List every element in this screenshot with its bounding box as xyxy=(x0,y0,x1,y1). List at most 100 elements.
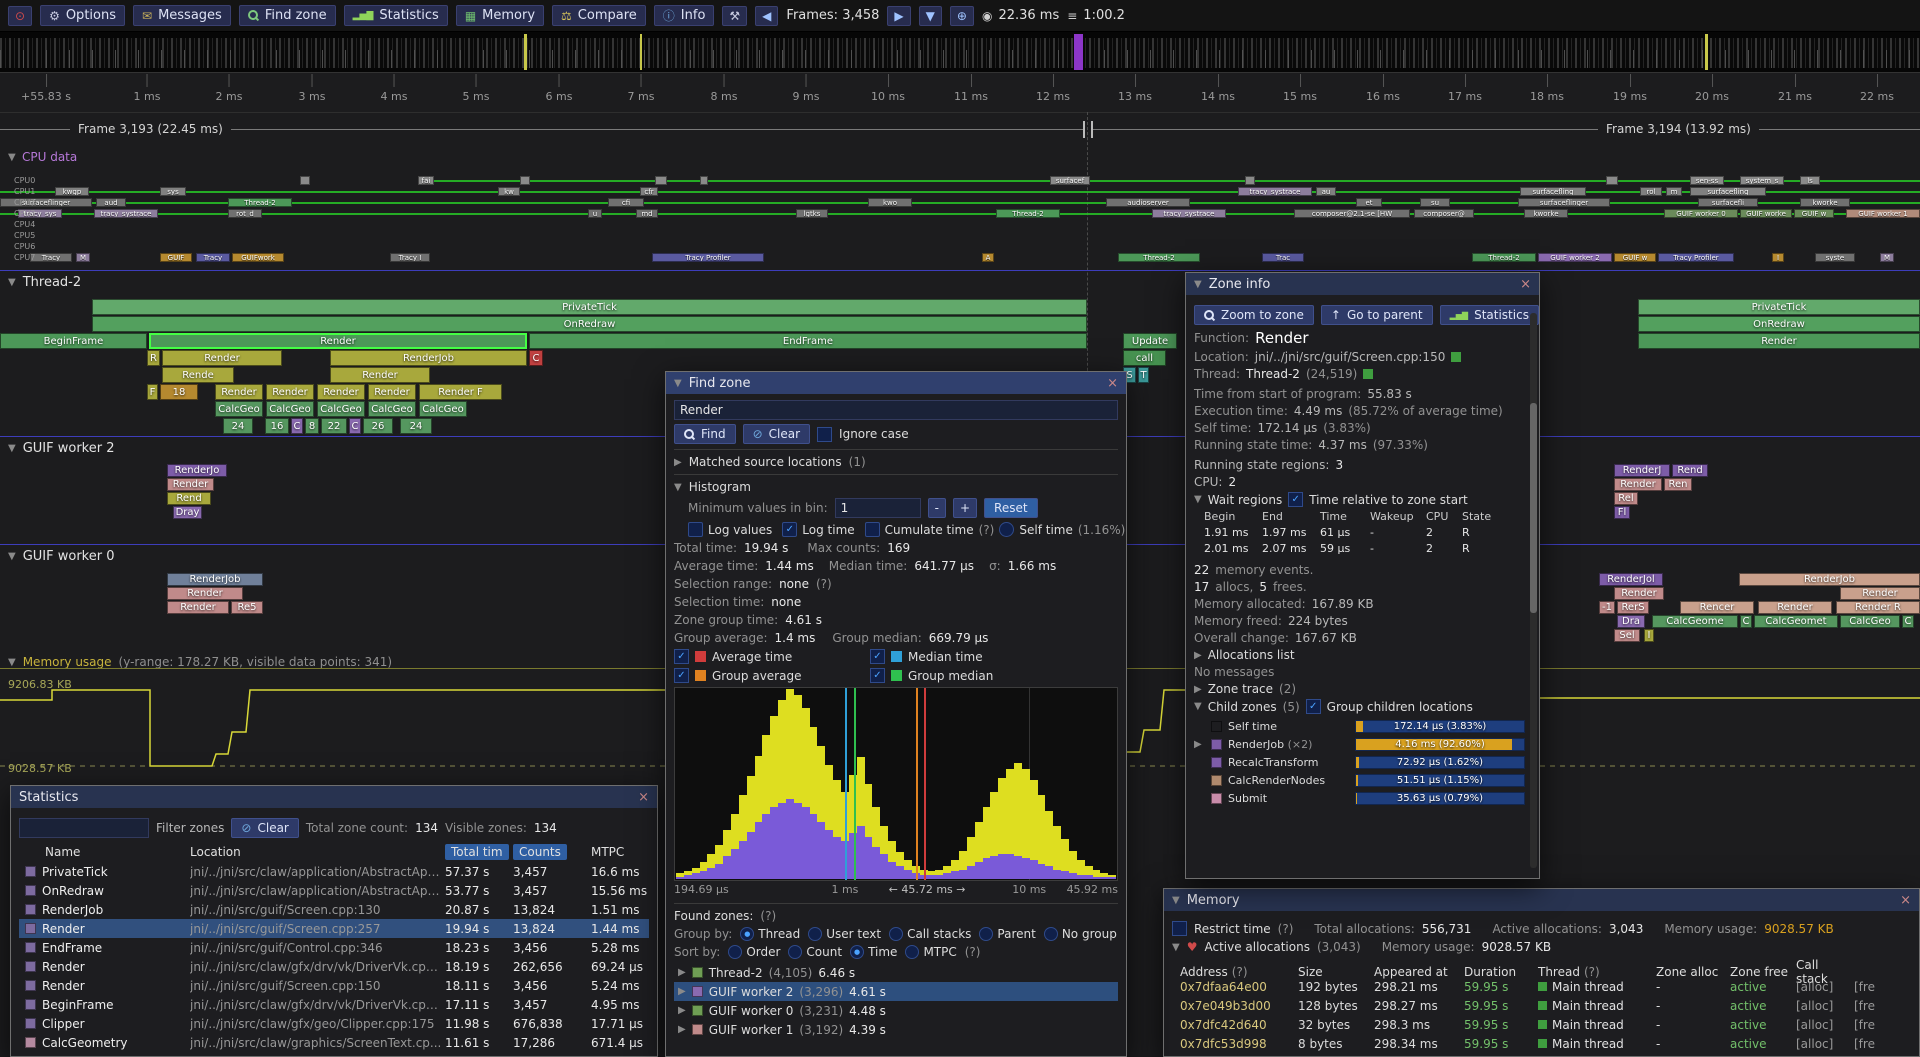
histogram-collapse-icon[interactable]: ▼ xyxy=(674,481,682,493)
option-checkbox[interactable] xyxy=(999,522,1015,537)
timeline-zone[interactable]: 24 xyxy=(223,418,253,434)
active-allocations-section[interactable]: Active allocations xyxy=(1204,940,1310,954)
timeline-zone[interactable]: PrivateTick xyxy=(92,299,1087,315)
timeline-zone[interactable]: Render xyxy=(167,587,243,600)
timeline-zone[interactable]: Render xyxy=(266,384,314,400)
timeline-zone[interactable]: T xyxy=(1138,367,1149,383)
timeline-zone[interactable]: Render xyxy=(162,350,282,366)
cpu-zone[interactable]: kw xyxy=(498,187,520,196)
thread-chip[interactable] xyxy=(1363,369,1374,379)
cpu-zone[interactable]: surfaceflinger xyxy=(0,198,92,207)
cpu-zone[interactable]: su xyxy=(1420,198,1450,207)
cpu-zone[interactable]: md xyxy=(636,209,658,218)
cpu-zone[interactable]: Tracy I xyxy=(390,253,430,262)
min-bin-decrease-button[interactable]: - xyxy=(927,498,946,518)
timeline-zone[interactable]: CalcGeo xyxy=(215,401,263,417)
timeline-zone[interactable]: CalcGeo xyxy=(317,401,365,417)
find-zone-button[interactable]: Find zone xyxy=(238,5,336,26)
group-by-radio[interactable] xyxy=(1043,927,1058,941)
timeline-zone[interactable]: OnRedraw xyxy=(92,316,1087,332)
timeline-zone[interactable]: CalcGeome xyxy=(1652,615,1738,628)
cpu-zone[interactable]: A xyxy=(982,253,994,262)
expand-icon[interactable]: ▶ xyxy=(1194,738,1202,750)
timeline-zone[interactable]: Render xyxy=(317,384,365,400)
memory-usage-collapse-icon[interactable]: ▼ xyxy=(8,656,16,668)
cpu-zone[interactable]: Trac xyxy=(1262,253,1304,262)
timeline-zone[interactable]: Sel xyxy=(1614,629,1640,642)
frame-label[interactable]: Frame 3,193 (22.45 ms) xyxy=(70,122,231,136)
clear-button[interactable]: ⊘ Clear xyxy=(742,424,811,444)
alloc-address[interactable]: 0x7dfc53d998 xyxy=(1180,1036,1267,1051)
timeline-zone[interactable]: Render xyxy=(215,384,263,400)
legend-checkbox[interactable]: ✓ xyxy=(870,649,885,664)
timeline-zone[interactable]: CalcGeo xyxy=(266,401,314,417)
allocation-row[interactable]: 0x7dfaa64e00 192 bytes 298.21 ms 59.95 s… xyxy=(1172,977,1911,996)
timeline-zone[interactable]: CalcGeomet xyxy=(1754,615,1838,628)
restrict-time-checkbox[interactable] xyxy=(1172,921,1187,936)
clear-filter-button[interactable]: ⊘ Clear xyxy=(231,818,299,838)
wait-regions-collapse-icon[interactable]: ▼ xyxy=(1194,494,1202,505)
statistics-titlebar[interactable]: Statistics × xyxy=(11,786,657,808)
statistics-row[interactable]: CalcGeometry jni/../jni/src/claw/graphic… xyxy=(19,1033,649,1052)
memory-titlebar[interactable]: ▼ Memory × xyxy=(1164,889,1919,911)
child-zone-row[interactable]: RecalcTransform 72.92 µs (1.62%) xyxy=(1194,753,1525,771)
timeline-zone[interactable]: RenderJob xyxy=(167,573,263,586)
statistics-row[interactable]: Render jni/../jni/src/claw/gfx/drv/vk/Dr… xyxy=(19,957,649,976)
alloc-free-link[interactable]: [fre xyxy=(1854,1036,1875,1051)
close-icon[interactable]: × xyxy=(638,789,649,805)
cpu-zone[interactable] xyxy=(300,176,310,185)
cpu-zone[interactable]: Thread-2 xyxy=(1118,253,1200,262)
expand-icon[interactable]: ▶ xyxy=(678,967,686,978)
relative-time-checkbox[interactable]: ✓ xyxy=(1288,492,1304,507)
found-zone-group[interactable]: ▶ GUIF worker 1 (3,192) 4.39 s xyxy=(674,1020,1118,1039)
timeline-zone[interactable]: Render xyxy=(1840,587,1920,600)
col-zone-free[interactable]: Zone free xyxy=(1730,965,1789,979)
timeline-zone[interactable]: C xyxy=(291,418,303,434)
cpu-zone[interactable]: aud xyxy=(96,198,126,207)
legend-checkbox[interactable]: ✓ xyxy=(674,668,689,683)
timeline-zone[interactable]: RenderJob xyxy=(1739,573,1920,586)
alloc-address[interactable]: 0x7dfc42d640 xyxy=(1180,1017,1267,1032)
timeline-zone[interactable]: RerS xyxy=(1617,601,1649,614)
allocations-list-label[interactable]: Allocations list xyxy=(1207,648,1295,662)
col-thread[interactable]: Thread (?) xyxy=(1538,965,1600,979)
alloc-free-link[interactable]: [fre xyxy=(1854,979,1875,994)
timeline-zone[interactable]: Dray xyxy=(173,506,202,519)
timeline-zone[interactable]: Update xyxy=(1123,333,1177,349)
allocation-row[interactable]: 0x7e049b3d00 128 bytes 298.27 ms 59.95 s… xyxy=(1172,996,1911,1015)
timeline-zone[interactable]: C xyxy=(529,350,543,366)
col-appeared[interactable]: Appeared at xyxy=(1374,965,1448,979)
timeline-zone[interactable]: OnRedraw xyxy=(1638,316,1920,332)
cpu-zone[interactable]: au xyxy=(1316,187,1336,196)
cpu-zone[interactable]: rot_d xyxy=(228,209,262,218)
collapse-icon[interactable]: ▼ xyxy=(674,377,682,389)
allocations-collapse-icon[interactable]: ▶ xyxy=(1194,649,1202,661)
timeline-zone[interactable]: CalcGeo xyxy=(419,401,467,417)
col-duration[interactable]: Duration xyxy=(1464,965,1517,979)
cpu-zone[interactable]: surfacefli xyxy=(1698,198,1758,207)
cpu-zone[interactable]: GUIFwork xyxy=(232,253,284,262)
memory-button[interactable]: ▦ Memory xyxy=(455,5,545,26)
matched-collapse-icon[interactable]: ▶ xyxy=(674,456,682,468)
cpu-collapse-icon[interactable]: ▼ xyxy=(8,152,16,163)
legend-checkbox[interactable]: ✓ xyxy=(870,668,885,683)
timeline-zone[interactable]: 16 xyxy=(265,418,289,434)
cpu-zone[interactable]: surfacefling xyxy=(1690,187,1766,196)
alloc-callstack-link[interactable]: [alloc] xyxy=(1796,998,1834,1013)
alloc-free-link[interactable]: [fre xyxy=(1854,998,1875,1013)
col-address[interactable]: Address (?) xyxy=(1180,965,1248,979)
statistics-row[interactable]: Render jni/../jni/src/guif/Screen.cpp:25… xyxy=(19,919,649,938)
cpu-zone[interactable]: Thread-2 xyxy=(228,198,292,207)
col-mtpc[interactable]: MTPC xyxy=(591,845,625,859)
time-ruler[interactable]: +55.83 s 1 ms 2 ms 3 ms 4 ms 5 ms 6 ms 7 ms 8 ms… xyxy=(0,72,1920,113)
cpu-zone[interactable]: composer@2.1-se [HW xyxy=(1294,209,1410,218)
sort-by-radio[interactable] xyxy=(905,945,920,959)
info-button[interactable]: ⓘ Info xyxy=(653,5,715,26)
thread-collapse-icon[interactable]: ▼ xyxy=(8,277,16,288)
compare-button[interactable]: ⚖ Compare xyxy=(552,5,646,26)
group-by-radio[interactable] xyxy=(889,927,904,941)
timeline-zone[interactable]: Rencer xyxy=(1680,601,1754,614)
alloc-address[interactable]: 0x7e049b3d00 xyxy=(1180,998,1271,1013)
timeline-zone[interactable]: RenderJol xyxy=(1599,573,1663,586)
allocation-row[interactable]: 0x7dfc42d640 32 bytes 298.3 ms 59.95 s M… xyxy=(1172,1015,1911,1034)
